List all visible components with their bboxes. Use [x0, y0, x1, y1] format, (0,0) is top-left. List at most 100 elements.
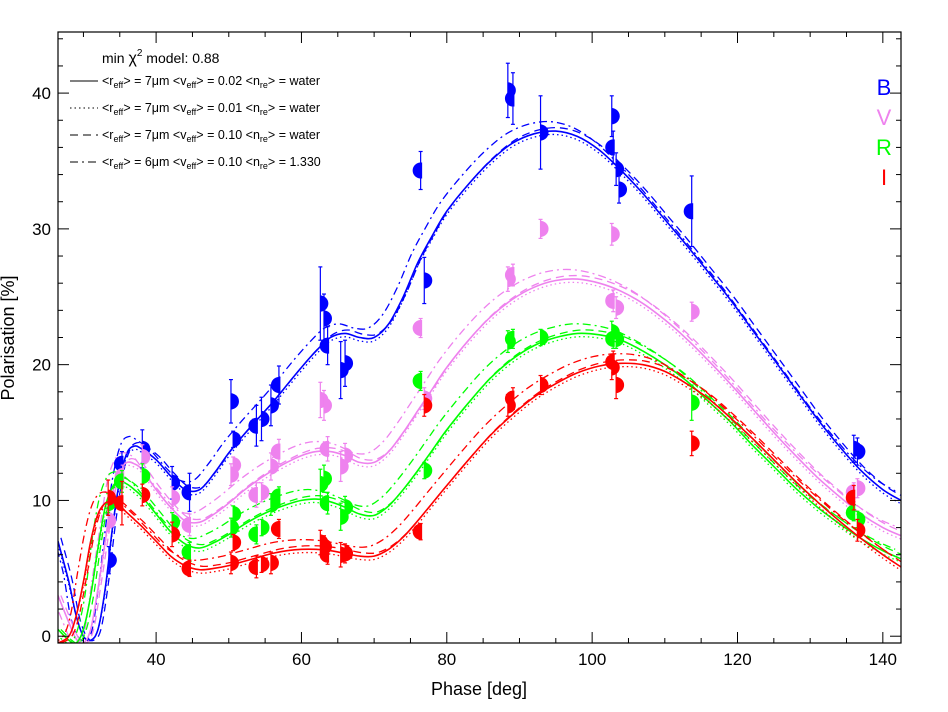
y-tick-label: 40 [32, 84, 51, 103]
legend-entry-dotted: <reff> = 7μm <veff> = 0.01 <nre> = water [102, 101, 320, 117]
data-point-edge-r [327, 495, 330, 512]
data-point-edge-i [424, 397, 426, 414]
x-axis-title: Phase [deg] [431, 679, 527, 699]
data-point-edge-i [189, 560, 192, 577]
data-point-v [611, 226, 620, 243]
data-point-v [319, 440, 328, 457]
data-point-edge-b [424, 272, 426, 289]
data-point-i [319, 546, 328, 563]
data-point-edge-i [256, 558, 258, 575]
model-curve-v-dashdot [58, 268, 896, 643]
data-point-edge-v [420, 319, 423, 336]
band-label-i: I [881, 165, 887, 190]
x-tick-label: 80 [437, 650, 456, 669]
data-point-edge-v [613, 292, 615, 309]
data-point-edge-v [108, 512, 110, 529]
data-point-v [248, 487, 257, 504]
x-tick-label: 100 [578, 650, 606, 669]
data-point-edge-b [512, 90, 515, 107]
data-point-r [616, 330, 625, 347]
data-point-edge-v [189, 516, 192, 533]
data-point-edge-b [189, 484, 192, 501]
data-point-v [142, 448, 151, 465]
data-point-i [270, 554, 279, 571]
data-point-i [345, 545, 354, 562]
data-point-edge-i [512, 390, 515, 407]
data-point-i [616, 377, 625, 394]
data-point-edge-v [611, 226, 614, 243]
chi-square-annotation: min χ2 model: 0.88 [102, 48, 220, 67]
data-point-edge-i [121, 495, 124, 512]
data-point-edge-b [233, 431, 235, 448]
data-point-edge-r [189, 544, 192, 561]
data-point-edge-r [323, 470, 326, 487]
data-point-edge-r [420, 372, 423, 389]
data-point-i [424, 397, 433, 414]
data-point-edge-b [323, 310, 326, 327]
data-point-edge-i [108, 489, 110, 506]
data-point-b [345, 355, 354, 372]
data-point-edge-r [613, 330, 615, 347]
data-point-edge-b [420, 162, 423, 179]
data-point-edge-i [540, 377, 543, 394]
model-curve-r-dotted [58, 336, 901, 643]
y-tick-labels: 0 10 20 30 40 [32, 84, 51, 646]
data-point-v [540, 220, 549, 237]
data-point-edge-r [424, 462, 426, 479]
data-point-edge-i [853, 489, 856, 506]
data-point-i [172, 526, 181, 543]
data-point-edge-i [270, 554, 273, 571]
data-point-v [172, 489, 181, 506]
data-point-i [504, 390, 513, 407]
data-point-b [424, 272, 433, 289]
data-point-r [845, 504, 854, 521]
data-point-edge-v [320, 391, 322, 408]
data-point-b [504, 90, 513, 107]
band-label-b: B [877, 75, 892, 100]
data-point-r [319, 495, 328, 512]
data-point-b [270, 377, 279, 394]
data-point-edge-i [691, 435, 694, 452]
data-point-edge-r [340, 508, 343, 525]
data-point-edge-r [540, 329, 543, 346]
data-point-r [691, 394, 700, 411]
data-point-edge-i [613, 353, 615, 370]
model-curve-v-dashed [60, 274, 901, 643]
data-point-b [181, 484, 190, 501]
data-point-edge-b [278, 377, 281, 394]
legend-entry-dashdot: <reff> = 6μm <veff> = 0.10 <nre> = 1.330 [102, 155, 321, 171]
data-point-i [113, 495, 122, 512]
model-curve-i-dashed [60, 359, 901, 643]
data-point-edge-v [616, 299, 618, 316]
data-point-r [113, 473, 122, 490]
data-point-edge-i [327, 546, 330, 563]
data-point-edge-b [320, 295, 322, 312]
model-curve-b-solid [58, 130, 901, 642]
data-point-v [504, 267, 513, 284]
data-point-edge-b [853, 440, 856, 457]
data-point-edge-r [853, 504, 856, 521]
data-point-edge-b [327, 337, 330, 354]
data-point-edge-r [616, 330, 618, 347]
data-point-r [172, 514, 181, 531]
model-curve-r-dashed [60, 329, 901, 643]
data-point-edge-v [142, 448, 144, 465]
data-point-edge-r [345, 499, 347, 516]
data-point-edge-b [616, 161, 618, 178]
data-point-b [323, 310, 332, 327]
data-point-b [616, 161, 625, 178]
data-point-edge-i [172, 526, 174, 543]
data-point-r [345, 499, 354, 516]
data-point-edge-b [270, 397, 273, 414]
data-point-b [605, 139, 614, 156]
data-point-i [142, 487, 151, 504]
data-point-edge-b [261, 410, 263, 427]
data-point-edge-i [278, 520, 281, 537]
band-label-r: R [876, 135, 892, 160]
y-tick-label: 0 [42, 627, 51, 646]
data-point-b [683, 203, 692, 220]
data-point-r [230, 519, 239, 536]
data-point-edge-i [857, 522, 859, 539]
data-point-edge-v [172, 489, 174, 506]
